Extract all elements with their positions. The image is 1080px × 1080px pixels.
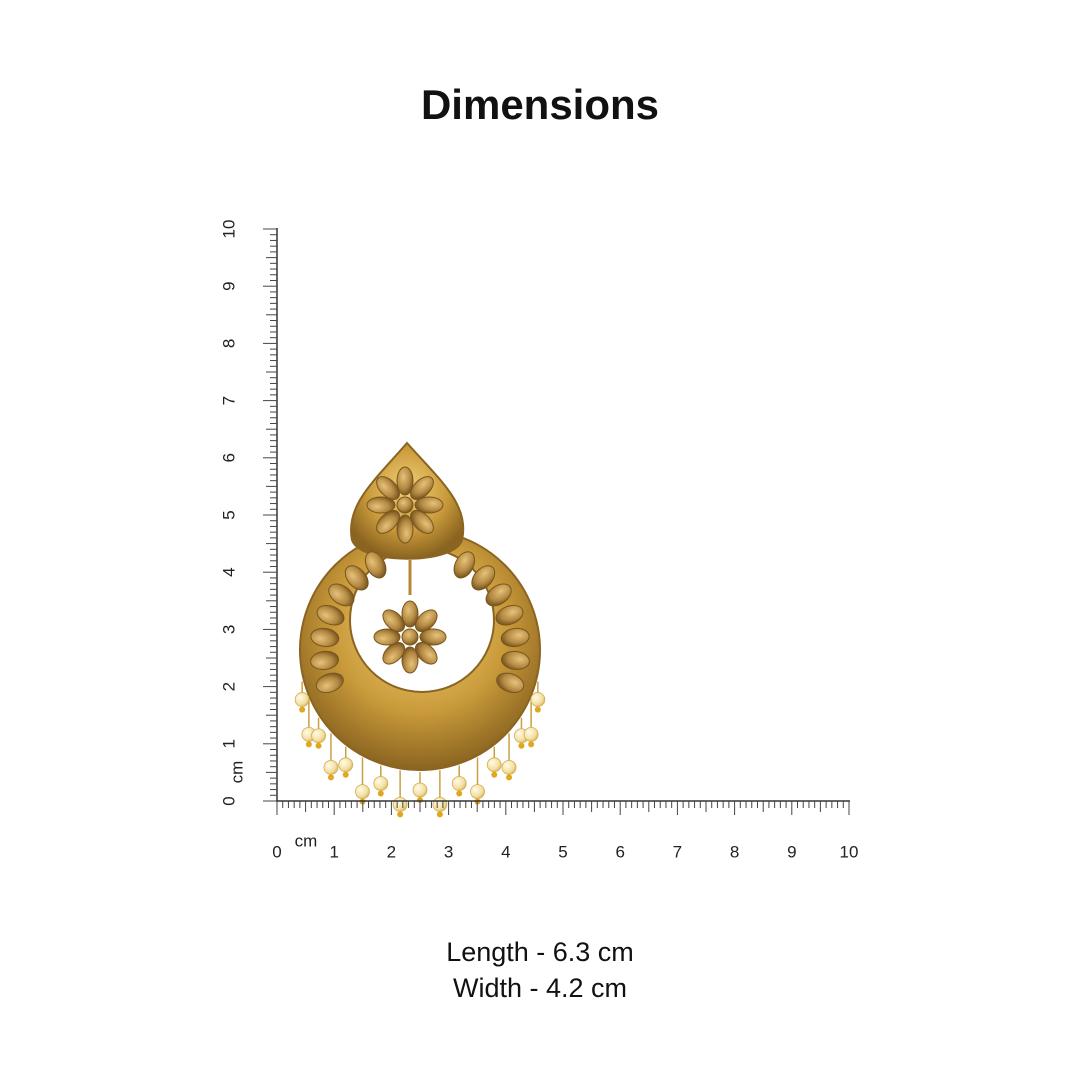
stone <box>485 583 512 607</box>
bead <box>327 774 334 781</box>
pearl <box>323 759 339 775</box>
pearl <box>486 757 502 773</box>
pearl <box>501 759 517 775</box>
horizontal-unit: cm <box>295 831 318 850</box>
pearl <box>355 784 370 799</box>
length-text: Length - 6.3 cm <box>446 937 634 967</box>
bead <box>397 811 404 818</box>
pearl <box>530 692 546 707</box>
pearl <box>523 726 539 742</box>
stone <box>382 641 406 665</box>
stone <box>500 627 530 648</box>
stone <box>453 551 476 579</box>
vertical-label: 9 <box>219 281 238 290</box>
pearl <box>338 757 354 773</box>
stone <box>396 496 414 514</box>
pearl <box>470 784 485 799</box>
vertical-label: 1 <box>219 739 238 748</box>
title: Dimensions <box>421 81 659 128</box>
bead <box>506 774 513 781</box>
vertical-label: 4 <box>219 567 238 576</box>
horizontal-label: 8 <box>730 842 739 861</box>
horizontal-label: 0 <box>272 842 281 861</box>
stone <box>401 628 419 646</box>
horizontal-label: 10 <box>840 842 859 861</box>
stone <box>496 672 525 694</box>
stone <box>316 604 345 626</box>
bead <box>305 741 312 748</box>
bead <box>456 790 463 797</box>
vertical-label: 6 <box>219 453 238 462</box>
vertical-label: 7 <box>219 396 238 405</box>
stone <box>310 650 340 671</box>
bead <box>299 706 306 713</box>
stone <box>376 476 400 500</box>
pearl <box>432 796 448 812</box>
vertical-label: 10 <box>219 220 238 239</box>
stone <box>471 565 496 591</box>
horizontal-label: 3 <box>444 842 453 861</box>
pearl <box>294 692 310 707</box>
stone <box>344 565 369 591</box>
stone <box>500 650 530 671</box>
horizontal-label: 2 <box>387 842 396 861</box>
pearl <box>311 728 326 744</box>
stone <box>396 466 414 496</box>
horizontal-label: 9 <box>787 842 796 861</box>
horizontal-label: 5 <box>558 842 567 861</box>
vertical-label: 5 <box>219 510 238 519</box>
bead <box>315 742 322 749</box>
stone <box>401 646 419 674</box>
pearl <box>392 796 408 812</box>
vertical-unit: cm <box>227 761 246 784</box>
bead <box>377 790 384 797</box>
stone <box>310 627 340 648</box>
vertical-label: 0 <box>219 796 238 805</box>
stone <box>328 583 355 607</box>
vertical-label: 2 <box>219 682 238 691</box>
horizontal-label: 4 <box>501 842 510 861</box>
stone <box>315 672 344 694</box>
stone <box>373 628 401 646</box>
width-text: Width - 4.2 cm <box>453 973 627 1003</box>
pearl <box>373 776 389 791</box>
rulers: cm cm 0 1 2 3 4 5 6 7 8 9 10 0 1 2 3 4 5 6 7 8 9 10 <box>219 220 858 862</box>
vertical-label: 8 <box>219 339 238 348</box>
stone <box>410 510 434 534</box>
stone <box>419 628 447 646</box>
stone <box>414 496 444 514</box>
stone <box>376 510 400 534</box>
stone <box>396 514 414 544</box>
stone <box>382 609 406 633</box>
bead <box>534 706 541 713</box>
bead <box>528 741 535 748</box>
earring-image <box>294 441 546 818</box>
horizontal-label: 6 <box>615 842 624 861</box>
vertical-label: 3 <box>219 625 238 634</box>
bead <box>342 771 349 778</box>
stones <box>310 466 530 694</box>
stone <box>495 604 524 626</box>
stone <box>401 600 419 628</box>
horizontal-label: 7 <box>673 842 682 861</box>
bead <box>491 771 498 778</box>
stone <box>364 551 387 579</box>
stone <box>366 496 396 514</box>
stone <box>414 609 438 633</box>
bead <box>436 811 443 818</box>
stone <box>414 641 438 665</box>
stone <box>410 476 434 500</box>
pearl <box>412 782 428 798</box>
horizontal-label: 1 <box>329 842 338 861</box>
bead <box>518 742 525 749</box>
pearl <box>451 776 467 791</box>
